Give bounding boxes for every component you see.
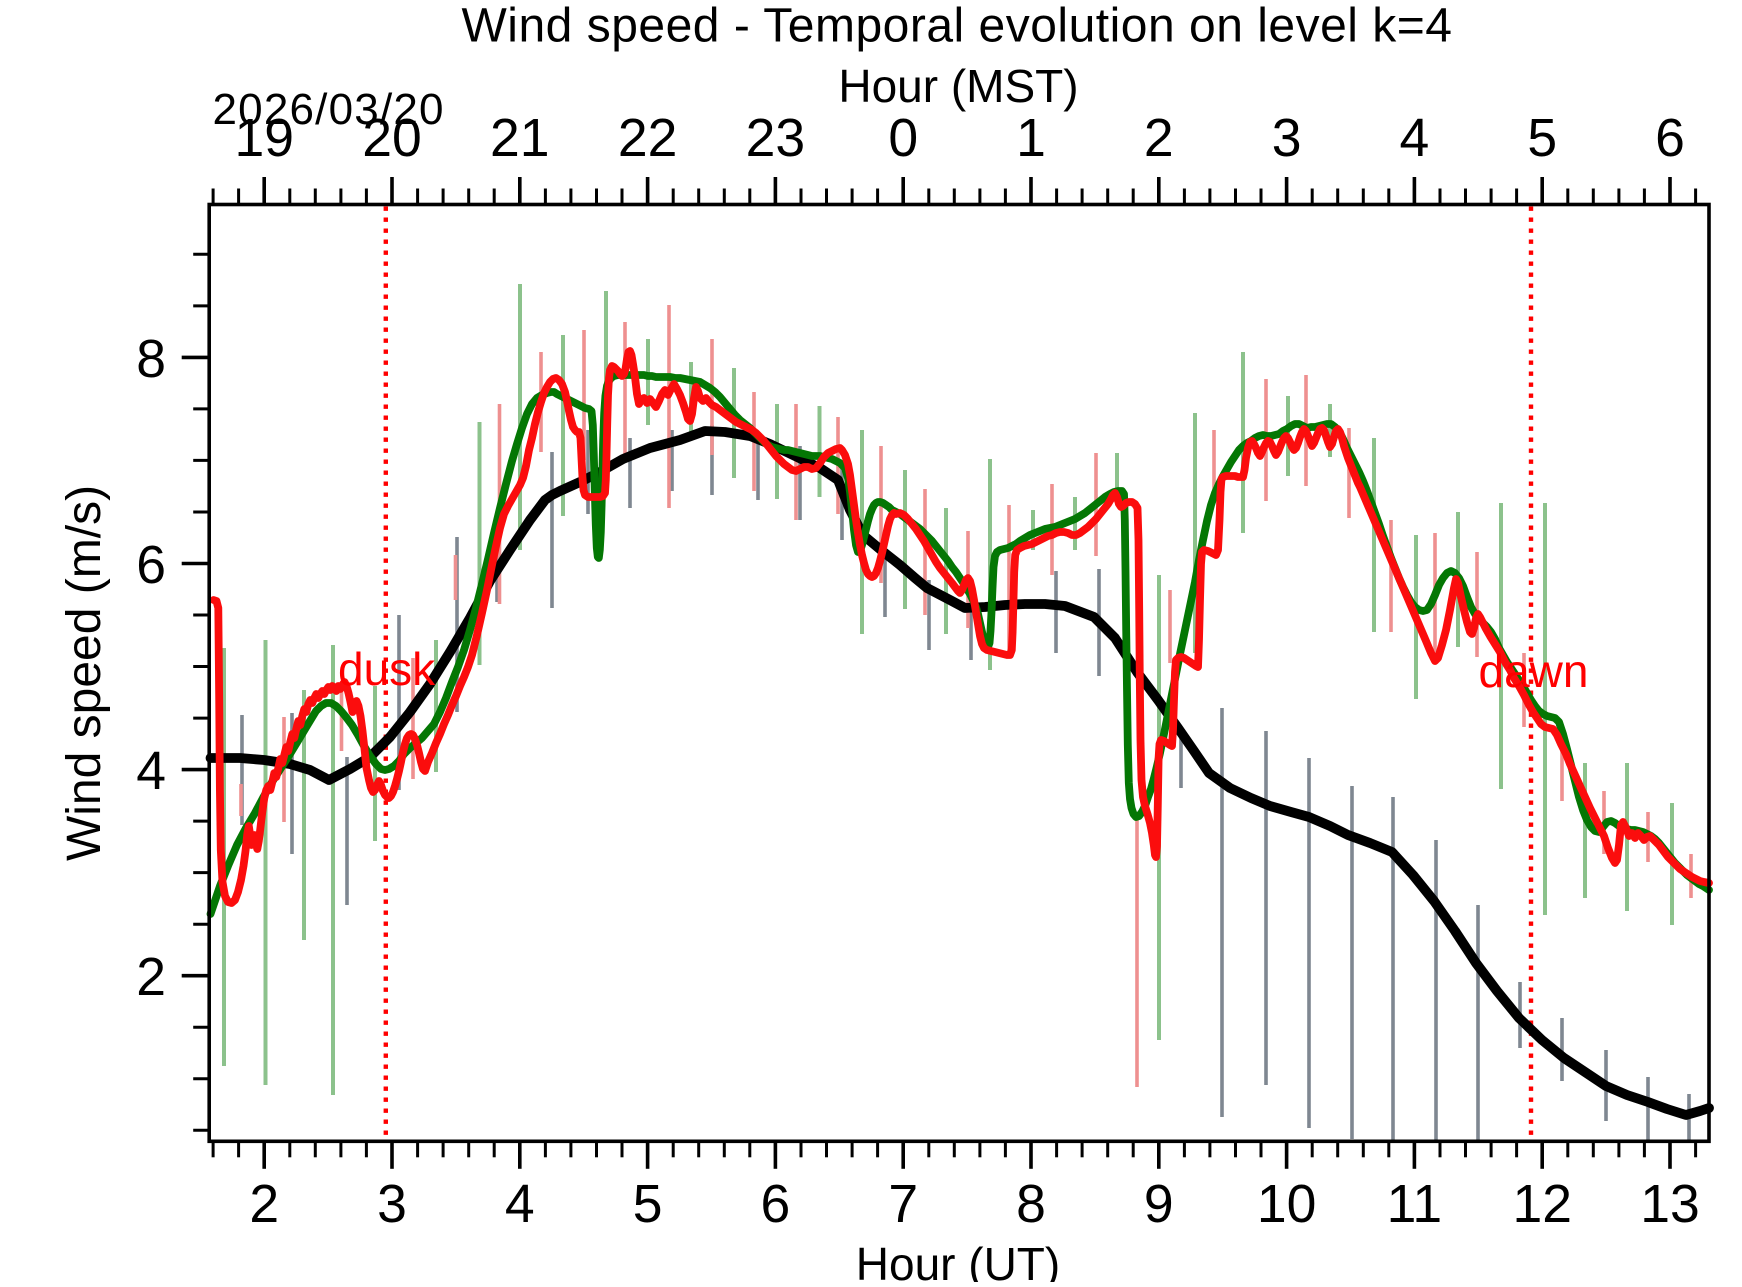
svg-text:2: 2 [136, 948, 166, 1007]
svg-text:23: 23 [746, 109, 806, 168]
svg-text:3: 3 [1272, 109, 1302, 168]
svg-text:22: 22 [618, 109, 678, 168]
svg-text:12: 12 [1512, 1175, 1572, 1234]
svg-text:0: 0 [888, 109, 918, 168]
svg-text:3: 3 [377, 1175, 407, 1234]
svg-text:10: 10 [1257, 1175, 1317, 1234]
svg-text:dawn: dawn [1479, 645, 1589, 697]
svg-text:Wind speed (m/s): Wind speed (m/s) [58, 485, 111, 861]
svg-text:Hour (UT): Hour (UT) [856, 1238, 1060, 1282]
svg-text:dusk: dusk [338, 643, 436, 695]
svg-text:4: 4 [1400, 109, 1430, 168]
svg-text:5: 5 [1527, 109, 1557, 168]
svg-text:2: 2 [1144, 109, 1174, 168]
svg-text:6: 6 [1655, 109, 1685, 168]
svg-text:8: 8 [1016, 1175, 1046, 1234]
svg-text:8: 8 [136, 330, 166, 389]
svg-text:1: 1 [1016, 109, 1046, 168]
svg-text:Hour (MST): Hour (MST) [838, 60, 1078, 112]
svg-text:4: 4 [136, 742, 166, 801]
svg-text:7: 7 [888, 1175, 918, 1234]
svg-text:6: 6 [136, 536, 166, 595]
svg-text:4: 4 [505, 1175, 535, 1234]
svg-text:11: 11 [1387, 1175, 1443, 1234]
svg-text:19: 19 [234, 109, 294, 168]
svg-text:13: 13 [1640, 1175, 1700, 1234]
svg-text:9: 9 [1144, 1175, 1174, 1234]
svg-text:2026/03/20: 2026/03/20 [213, 85, 445, 134]
svg-text:5: 5 [633, 1175, 663, 1234]
svg-text:20: 20 [362, 109, 422, 168]
svg-text:Wind speed - Temporal evolutio: Wind speed - Temporal evolution on level… [462, 0, 1453, 53]
svg-text:2: 2 [249, 1175, 279, 1234]
svg-text:21: 21 [490, 109, 550, 168]
svg-text:6: 6 [761, 1175, 791, 1234]
